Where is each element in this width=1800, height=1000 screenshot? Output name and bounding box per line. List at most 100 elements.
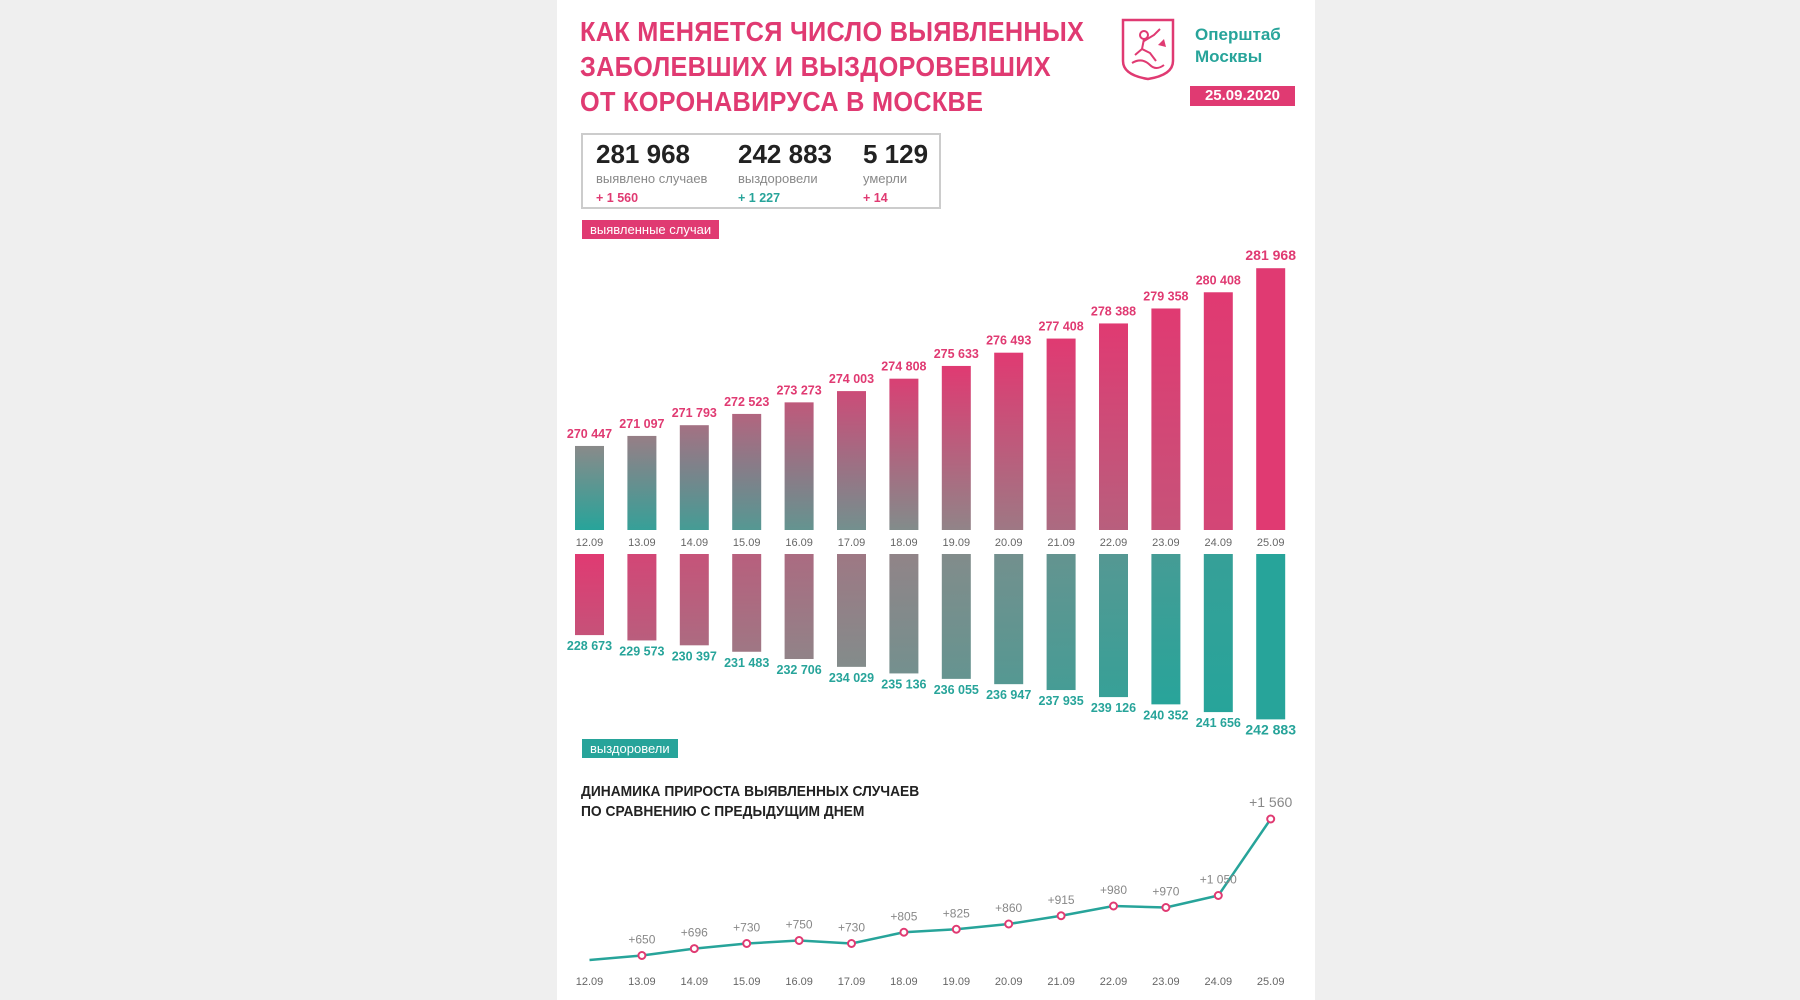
stat-recovered-value: 242 883 [738,139,832,169]
recovered-value-label: 229 573 [619,644,664,658]
increase-date-label: 14.09 [681,976,709,988]
cases-date-label: 13.09 [628,537,656,549]
line-title-line: ДИНАМИКА ПРИРОСТА ВЫЯВЛЕННЫХ СЛУЧАЕВ [581,783,920,800]
recovered-value-label: 239 126 [1091,701,1136,715]
org-line: Оперштаб [1195,25,1281,44]
org-name: Оперштаб Москвы [1195,24,1281,68]
recovered-bar [889,554,919,674]
increase-date-label: 20.09 [995,976,1023,988]
infographic-card: КАК МЕНЯЕТСЯ ЧИСЛО ВЫЯВЛЕННЫХ ЗАБОЛЕВШИХ… [557,0,1315,1000]
recovered-bar [941,554,971,679]
cases-bar [1099,323,1128,530]
recovered-bar [1203,554,1233,713]
recovered-bar [837,554,866,667]
increase-value-label: +825 [943,906,970,920]
stat-recovered-delta: + 1 227 [738,191,781,205]
increase-date-label: 13.09 [628,976,656,988]
increase-value-label: +750 [786,918,813,932]
title-line: ЗАБОЛЕВШИХ И ВЫЗДОРОВЕВШИХ [580,51,1051,82]
cases-bar [837,391,866,530]
cases-bar [732,413,762,530]
cases-date-label: 18.09 [890,537,918,549]
increase-point [1004,919,1014,929]
increase-value-label: +730 [733,921,760,935]
recovered-value-label: 231 483 [724,656,769,670]
increase-line-chart: 12.09 +650 13.09 +696 14.09 +730 15.09 +750 16.0… [576,794,1293,988]
charts-svg: 270 447 12.09 271 097 13.09 271 793 14.09 272 … [567,247,1296,988]
increase-value-label: +915 [1048,893,1075,907]
stat-deaths-delta: + 14 [863,191,888,205]
recovered-bar [1151,554,1181,705]
increase-date-label: 23.09 [1152,976,1180,988]
cases-date-label: 16.09 [785,537,813,549]
recovered-value-label: 234 029 [829,671,874,685]
cases-bar [1046,338,1076,530]
cases-date-label: 19.09 [943,537,971,549]
recovered-value-label: 236 947 [986,688,1031,702]
recovered-bar [732,554,762,652]
increase-value-label: +696 [681,926,708,940]
cases-date-label: 14.09 [681,537,709,549]
cases-date-label: 22.09 [1100,537,1128,549]
increase-date-label: 18.09 [890,976,918,988]
increase-value-label: +730 [838,921,865,935]
recovered-value-label: 236 055 [934,683,979,697]
increase-value-label: +805 [890,909,917,923]
cases-bar [784,402,814,530]
increase-value-label: +1 050 [1200,873,1237,887]
page-title: КАК МЕНЯЕТСЯ ЧИСЛО ВЫЯВЛЕННЫХ ЗАБОЛЕВШИХ… [580,14,1084,119]
increase-date-label: 12.09 [576,976,604,988]
increase-line [589,818,1272,962]
stat-recovered: 242 883 выздоровели + 1 227 [738,135,832,206]
cases-value-label: 278 388 [1091,304,1136,318]
recovered-value-label: 240 352 [1143,708,1188,722]
stat-deaths-label: умерли [863,171,908,186]
increase-date-label: 19.09 [943,976,971,988]
cases-bar [1203,292,1233,530]
cases-value-label: 281 968 [1245,247,1296,263]
cases-value-label: 272 523 [724,395,769,409]
recovered-bar [1099,554,1128,698]
cases-bar [994,352,1024,530]
increase-date-label: 22.09 [1100,976,1128,988]
stat-cases-delta: + 1 560 [596,191,639,205]
cases-bar [679,425,709,530]
cases-bar-chart: 270 447 12.09 271 097 13.09 271 793 14.09 272 … [567,247,1296,549]
recovered-tag: выздоровели [582,739,678,758]
increase-point [1266,814,1276,824]
stats-box: 281 968 выявлено случаев + 1 560 242 883… [581,133,941,209]
stat-deaths: 5 129 умерли + 14 [863,135,928,206]
increase-value-label: +1 560 [1249,794,1292,810]
stat-cases-value: 281 968 [596,139,690,169]
date-badge: 25.09.2020 [1190,86,1295,106]
recovered-bar [994,554,1024,685]
increase-point [847,939,856,948]
cases-date-label: 17.09 [838,537,866,549]
increase-value-label: +970 [1152,885,1179,899]
increase-point [637,951,647,960]
line-title-line: ПО СРАВНЕНИЮ С ПРЕДЫДУЩИМ ДНЕМ [581,803,865,820]
recovered-value-label: 230 397 [672,649,717,663]
increase-value-label: +860 [995,901,1022,915]
increase-value-label: +650 [628,933,655,947]
cases-date-label: 20.09 [995,537,1023,549]
cases-bar [627,435,657,530]
stat-deaths-value: 5 129 [863,139,929,169]
increase-point [951,924,961,934]
title-line: ОТ КОРОНАВИРУСА В МОСКВЕ [580,86,984,117]
recovered-bar [1046,554,1076,691]
cases-bar [1151,308,1181,530]
recovered-value-label: 228 673 [567,639,612,653]
cases-value-label: 274 003 [829,372,874,386]
cases-date-label: 12.09 [576,537,604,549]
increase-point [1109,901,1118,911]
recovered-value-label: 235 136 [881,677,926,691]
cases-date-label: 23.09 [1152,537,1180,549]
increase-date-label: 16.09 [785,976,813,988]
stat-cases: 281 968 выявлено случаев + 1 560 [596,135,707,206]
increase-date-label: 24.09 [1205,976,1233,988]
cases-bar [575,445,604,530]
increase-date-label: 17.09 [838,976,866,988]
recovered-bar [575,554,604,636]
cases-date-label: 25.09 [1257,537,1285,549]
